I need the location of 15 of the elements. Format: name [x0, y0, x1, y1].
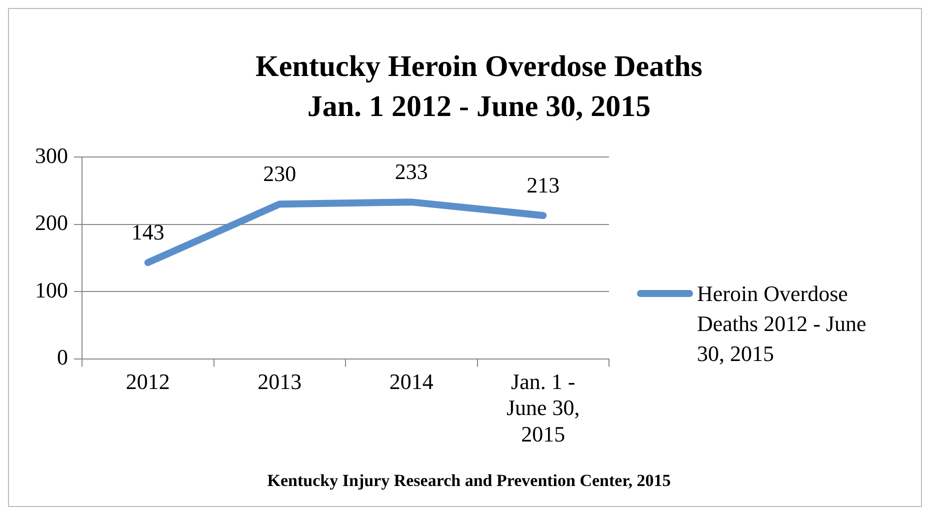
x-tick-label: 2014 [389, 368, 434, 394]
x-tick-label: Jan. 1 - June 30, 2015 [506, 368, 580, 447]
x-tick-label: 2013 [258, 368, 302, 394]
data-label: 143 [131, 219, 164, 244]
legend-label: Heroin Overdose Deaths 2012 - June 30, 2015 [697, 280, 868, 368]
y-tick-label: 200 [35, 210, 68, 236]
chart-title: Kentucky Heroin Overdose Deaths Jan. 1 2012 - June 30, 2015 [254, 49, 704, 125]
data-label: 230 [263, 160, 296, 186]
x-tick-label: 2012 [126, 368, 170, 394]
data-label: 233 [394, 158, 428, 184]
text: Kentucky Injury Research and Prevention Center, 2015 [266, 471, 672, 491]
data-label: 213 [526, 172, 560, 198]
y-tick-label: 100 [35, 277, 68, 302]
y-tick-label: 300 [35, 142, 68, 168]
y-tick-label: 0 [57, 344, 68, 370]
